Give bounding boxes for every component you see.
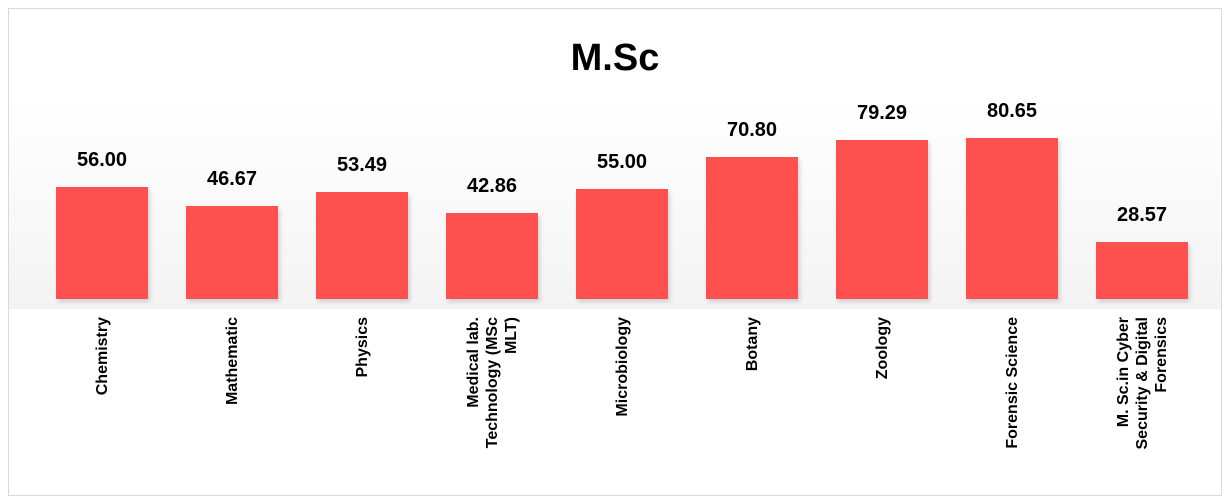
data-label: 79.29 xyxy=(856,102,908,125)
x-tick-label: Medical lab. Technology (MSc MLT) xyxy=(464,317,520,449)
bar xyxy=(966,137,1058,299)
x-tick-label: Chemistry xyxy=(93,317,111,396)
chart: M.Sc 56.00 Chemistry 46.67 Mathematic 53.49 P… xyxy=(8,8,1222,496)
bar xyxy=(576,189,668,299)
data-label: 46.67 xyxy=(206,167,258,190)
bar xyxy=(706,157,798,299)
bar xyxy=(446,213,538,299)
x-tick-label: Microbiology xyxy=(613,317,631,417)
x-tick-label: Botany xyxy=(743,317,761,372)
data-label: 80.65 xyxy=(986,99,1038,122)
data-label: 53.49 xyxy=(336,154,388,177)
bar xyxy=(836,140,928,299)
bar xyxy=(56,187,148,299)
x-tick-label: M. Sc.in Cyber Security & Digital Forens… xyxy=(1114,317,1170,450)
x-tick-label: Forensic Science xyxy=(1003,317,1021,449)
x-tick-label: Zoology xyxy=(873,317,891,380)
chart-title: M.Sc xyxy=(570,37,660,79)
data-label: 70.80 xyxy=(726,119,778,142)
x-tick-label: Physics xyxy=(353,317,371,378)
bar xyxy=(1096,241,1188,299)
bar xyxy=(316,192,408,299)
data-label: 42.86 xyxy=(466,175,518,198)
data-label: 56.00 xyxy=(76,149,128,171)
bar xyxy=(186,205,278,299)
x-tick-label: Mathematic xyxy=(223,317,241,406)
data-label: 28.57 xyxy=(1116,203,1168,226)
data-label: 55.00 xyxy=(596,151,648,173)
